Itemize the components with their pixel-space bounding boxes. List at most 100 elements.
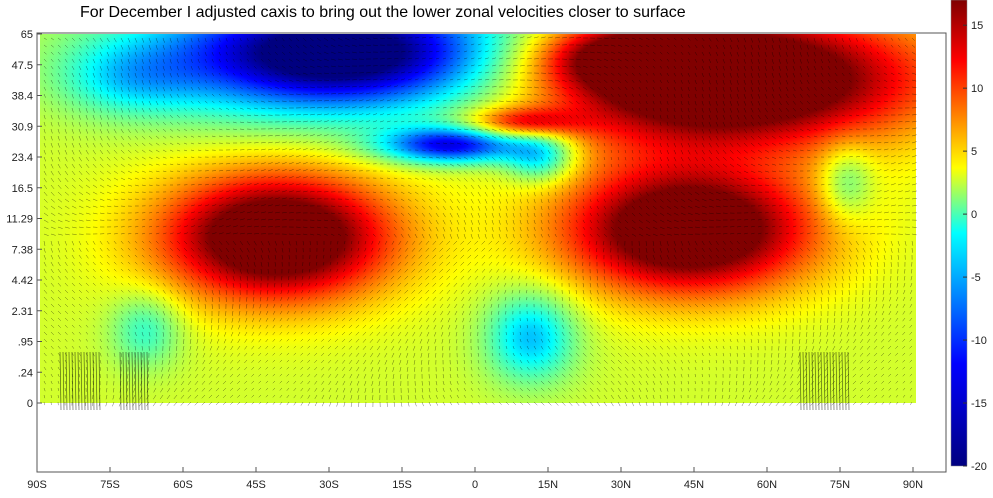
wind-vector	[442, 219, 446, 225]
wind-vector	[351, 85, 357, 88]
wind-vector	[232, 218, 238, 221]
wind-vector	[624, 72, 628, 76]
wind-vector	[183, 218, 188, 221]
wind-vector	[323, 106, 329, 109]
wind-vector	[582, 212, 585, 217]
wind-vector	[365, 85, 371, 88]
wind-vector	[316, 226, 322, 229]
wind-vector	[92, 219, 98, 221]
wind-vector	[771, 268, 775, 272]
wind-vector	[71, 184, 76, 189]
wind-vector	[113, 149, 118, 154]
wind-vector	[288, 254, 290, 260]
wind-vector	[344, 86, 350, 88]
wind-vector	[309, 44, 314, 48]
wind-vector	[554, 79, 560, 82]
wind-vector	[85, 289, 89, 293]
wind-vector	[330, 134, 336, 137]
wind-vector	[337, 113, 343, 116]
wind-vector	[302, 127, 308, 130]
wind-vector	[904, 127, 910, 130]
wind-vector	[582, 282, 584, 288]
wind-vector	[505, 142, 511, 147]
wind-vector	[736, 268, 740, 272]
wind-vector	[232, 58, 235, 62]
wind-vector	[631, 58, 636, 62]
wind-vector	[456, 135, 462, 138]
wind-vector	[505, 36, 511, 39]
wind-vector	[372, 149, 377, 151]
wind-vector	[356, 296, 360, 301]
wind-vector	[85, 79, 88, 85]
wind-vector	[474, 261, 479, 266]
wind-vector	[442, 99, 447, 102]
wind-vector	[743, 37, 747, 43]
wind-vector	[169, 58, 172, 64]
wind-vector	[498, 121, 504, 124]
wind-vector	[813, 275, 817, 281]
wind-vector	[547, 79, 553, 82]
wind-vector	[477, 121, 483, 124]
wind-vector	[463, 71, 468, 74]
wind-vector	[701, 121, 704, 127]
wind-vector	[652, 219, 658, 223]
wind-vector	[197, 190, 202, 193]
wind-vector	[323, 113, 329, 116]
wind-vector	[134, 114, 138, 120]
wind-vector	[532, 275, 535, 280]
wind-vector	[603, 86, 608, 91]
wind-vector	[736, 184, 742, 187]
wind-vector	[757, 247, 761, 251]
wind-vector	[533, 205, 536, 211]
wind-vector	[631, 156, 634, 161]
wind-vector	[239, 72, 243, 76]
wind-vector	[911, 183, 917, 186]
wind-vector	[432, 268, 437, 273]
wind-vector	[397, 282, 402, 287]
wind-vector	[652, 233, 658, 237]
wind-vector	[750, 58, 753, 64]
wind-vector	[120, 79, 123, 85]
wind-vector	[106, 107, 109, 113]
wind-vector	[708, 289, 713, 293]
wind-vector	[750, 275, 754, 279]
wind-vector	[883, 51, 887, 55]
wind-vector	[267, 162, 273, 165]
wind-vector	[575, 114, 579, 119]
wind-vector	[785, 37, 788, 43]
wind-vector	[666, 93, 669, 98]
wind-vector	[407, 233, 411, 238]
wind-vector	[561, 184, 564, 189]
wind-vector	[792, 225, 797, 228]
wind-vector	[903, 282, 906, 288]
wind-vector	[785, 247, 789, 251]
wind-vector	[848, 183, 854, 186]
wind-vector	[736, 282, 740, 286]
wind-vector	[848, 107, 852, 110]
wind-vector	[398, 247, 402, 252]
wind-vector	[274, 197, 280, 200]
wind-vector	[148, 177, 153, 180]
wind-vector	[456, 170, 461, 175]
wind-vector	[294, 289, 297, 294]
wind-vector	[78, 86, 81, 92]
wind-vector	[148, 135, 153, 140]
wind-vector	[785, 142, 790, 146]
wind-vector	[638, 177, 642, 182]
wind-vector	[778, 93, 782, 99]
wind-vector	[750, 142, 755, 147]
wind-vector	[561, 268, 563, 273]
wind-vector	[295, 176, 301, 179]
wind-vector	[596, 233, 600, 238]
wind-vector	[897, 86, 903, 89]
wind-vector	[218, 114, 223, 117]
wind-vector	[162, 121, 166, 126]
wind-vector	[876, 240, 880, 246]
wind-vector	[481, 254, 486, 259]
wind-vector	[596, 226, 600, 231]
wind-vector	[127, 233, 132, 235]
wind-vector	[547, 205, 550, 210]
wind-vector	[141, 261, 145, 265]
wind-vector	[659, 128, 662, 133]
wind-vector	[890, 176, 896, 179]
